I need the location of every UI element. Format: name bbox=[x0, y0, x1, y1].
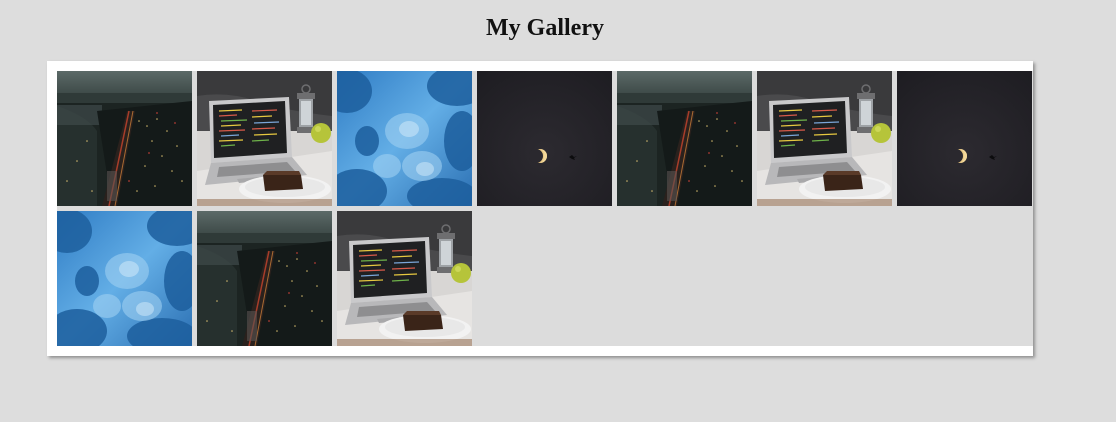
gallery-thumbnail-moon-night-sky[interactable] bbox=[477, 71, 612, 206]
laptop-desk-code-image bbox=[337, 211, 472, 346]
city-night-aerial-image bbox=[617, 71, 752, 206]
gallery-thumbnail-laptop-desk-code[interactable] bbox=[197, 71, 332, 206]
moon-night-sky-image bbox=[477, 71, 612, 206]
gallery-thumbnail-blue-sky-clouds[interactable] bbox=[337, 71, 472, 206]
gallery-thumbnail-laptop-desk-code[interactable] bbox=[757, 71, 892, 206]
city-night-aerial-image bbox=[197, 211, 332, 346]
city-night-aerial-image bbox=[57, 71, 192, 206]
gallery-thumbnail-city-night-aerial[interactable] bbox=[57, 71, 192, 206]
gallery-thumbnail-laptop-desk-code[interactable] bbox=[337, 211, 472, 346]
gallery-thumbnail-city-night-aerial[interactable] bbox=[197, 211, 332, 346]
laptop-desk-code-image bbox=[757, 71, 892, 206]
moon-night-sky-image bbox=[897, 71, 1032, 206]
laptop-desk-code-image bbox=[197, 71, 332, 206]
gallery-thumbnail-city-night-aerial[interactable] bbox=[617, 71, 752, 206]
gallery-thumbnail-blue-sky-clouds[interactable] bbox=[57, 211, 192, 346]
blue-sky-clouds-image bbox=[337, 71, 472, 206]
gallery-frame bbox=[47, 61, 1033, 356]
gallery-thumbnail-moon-night-sky[interactable] bbox=[897, 71, 1032, 206]
blue-sky-clouds-image bbox=[57, 211, 192, 346]
page-title: My Gallery bbox=[486, 15, 604, 41]
gallery-grid bbox=[57, 71, 1033, 346]
